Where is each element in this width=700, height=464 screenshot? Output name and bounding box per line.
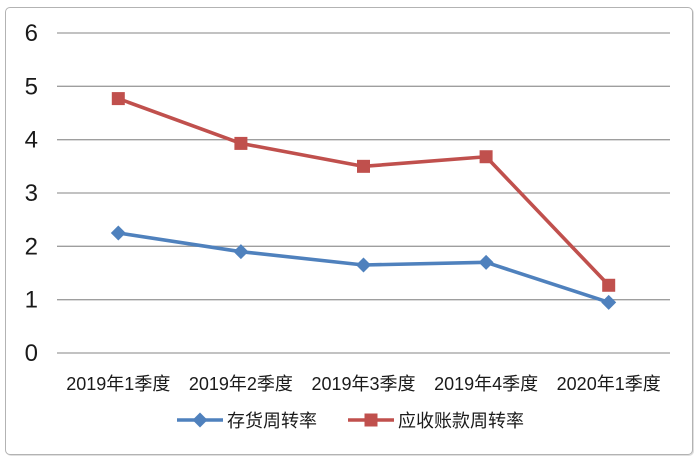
y-axis-tick-label: 0 — [25, 340, 38, 367]
diamond-marker-icon — [233, 244, 249, 260]
diamond-marker-icon — [110, 225, 126, 241]
y-axis-tick-label: 5 — [25, 73, 38, 100]
diamond-marker-icon — [192, 412, 208, 428]
y-axis-tick-label: 2 — [25, 233, 38, 260]
square-marker-icon — [111, 92, 125, 106]
diamond-marker-icon — [601, 294, 617, 310]
legend-square-icon — [348, 413, 394, 427]
legend-diamond-icon — [177, 412, 223, 428]
y-axis-tick-label: 3 — [25, 180, 38, 207]
legend-item: 存货周转率 — [176, 407, 317, 433]
y-axis-tick-label: 6 — [25, 20, 38, 47]
legend-item: 应收账款周转率 — [347, 407, 524, 433]
diamond-marker-icon — [356, 257, 371, 273]
x-axis-label: 2019年4季度 — [434, 374, 538, 394]
chart-legend: 存货周转率 应收账款周转率 — [0, 407, 700, 433]
series-line — [116, 96, 611, 288]
y-axis-tick-label: 1 — [25, 287, 38, 314]
square-marker-icon — [479, 150, 493, 164]
square-marker-icon — [357, 159, 370, 173]
x-axis-label: 2020年1季度 — [557, 374, 661, 394]
x-axis-label: 2019年3季度 — [311, 374, 415, 394]
x-axis-label: 2019年1季度 — [66, 374, 170, 394]
square-marker-icon — [602, 278, 616, 292]
square-marker-icon — [364, 413, 378, 427]
x-axis-label: 2019年2季度 — [189, 374, 293, 394]
legend-label: 应收账款周转率 — [398, 411, 524, 431]
diamond-marker-icon — [478, 254, 494, 270]
legend-label: 存货周转率 — [227, 411, 317, 431]
y-axis-tick-label: 4 — [25, 127, 38, 154]
square-marker-icon — [234, 136, 248, 150]
